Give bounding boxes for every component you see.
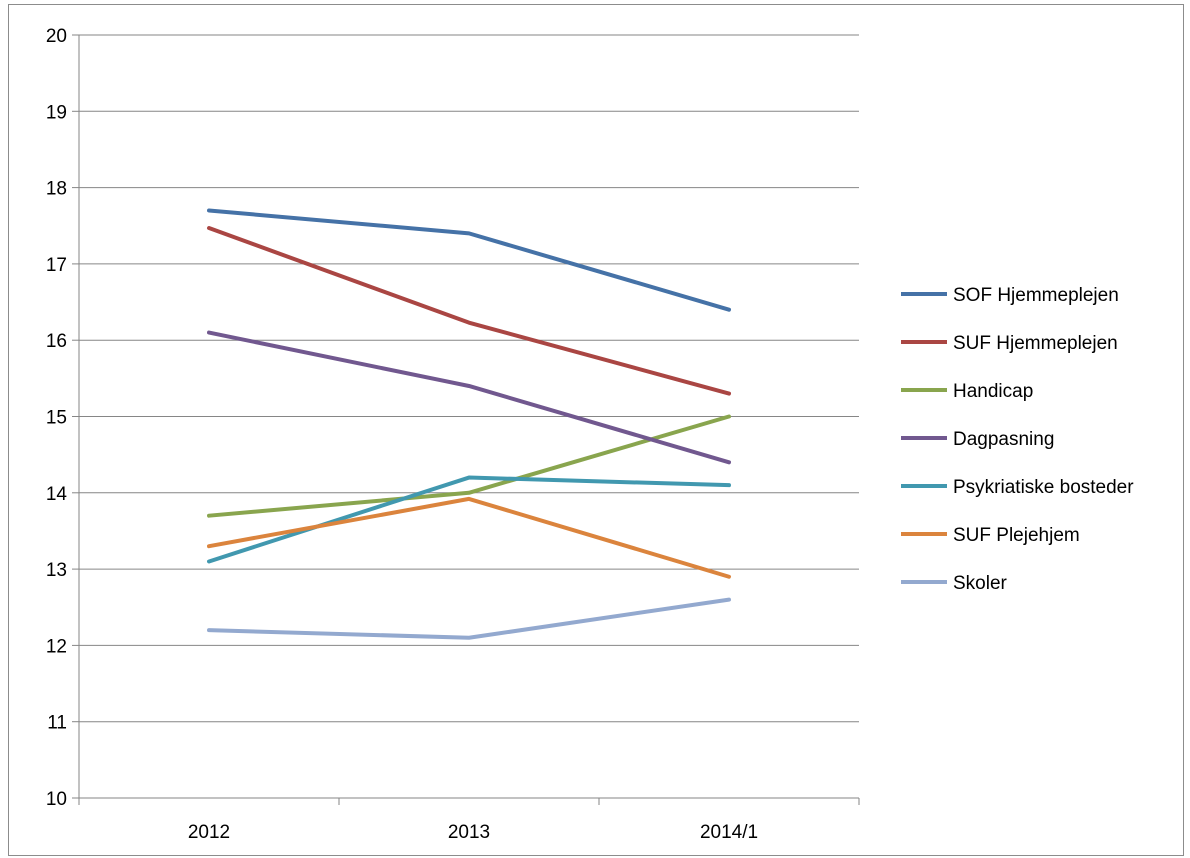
series-line-7	[207, 597, 731, 640]
y-tick-label: 13	[46, 560, 67, 581]
series-line-3	[207, 414, 731, 518]
legend-label: SOF Hjemmeplejen	[953, 285, 1119, 306]
x-tick-label: 2014/1	[700, 822, 758, 843]
x-tick-label: 2012	[188, 822, 230, 843]
x-tick-label: 2013	[448, 822, 490, 843]
line-chart: 10 11 12 13 14 15 16 17 18 19 20 2012 2013 2014/1 SO…	[46, 26, 1134, 843]
series-line-6	[207, 496, 731, 579]
y-axis-tick-labels: 10 11 12 13 14 15 16 17 18 19 20	[46, 26, 68, 810]
y-tick-label: 14	[46, 484, 68, 505]
y-tick-label: 15	[46, 408, 67, 429]
series-line-4	[207, 330, 731, 465]
legend-label: Dagpasning	[953, 429, 1054, 450]
legend-label: SUF Plejehjem	[953, 525, 1080, 546]
legend-label: SUF Hjemmeplejen	[953, 333, 1118, 354]
legend-label: Skoler	[953, 573, 1008, 594]
y-tick-label: 10	[46, 789, 67, 810]
gridlines	[79, 34, 859, 723]
y-tick-label: 20	[46, 26, 67, 47]
series-line-2	[207, 226, 731, 396]
legend: SOF Hjemmeplejen SUF Hjemmeplejen Handicap…	[901, 285, 1134, 594]
y-tick-label: 18	[46, 179, 67, 200]
y-tick-label: 16	[46, 331, 67, 352]
legend-label: Psykriatiske bosteder	[953, 477, 1134, 498]
legend-label: Handicap	[953, 381, 1033, 402]
axes	[72, 34, 860, 805]
series-line-1	[207, 208, 731, 312]
series-line-5	[207, 475, 731, 564]
y-tick-label: 11	[47, 713, 67, 734]
y-tick-label: 19	[46, 102, 67, 123]
series-lines	[207, 208, 731, 640]
y-tick-label: 12	[46, 636, 67, 657]
y-tick-label: 17	[46, 255, 67, 276]
chart-frame: 10 11 12 13 14 15 16 17 18 19 20 2012 2013 2014/1 SO…	[8, 4, 1184, 856]
x-axis-tick-labels: 2012 2013 2014/1	[188, 822, 758, 843]
